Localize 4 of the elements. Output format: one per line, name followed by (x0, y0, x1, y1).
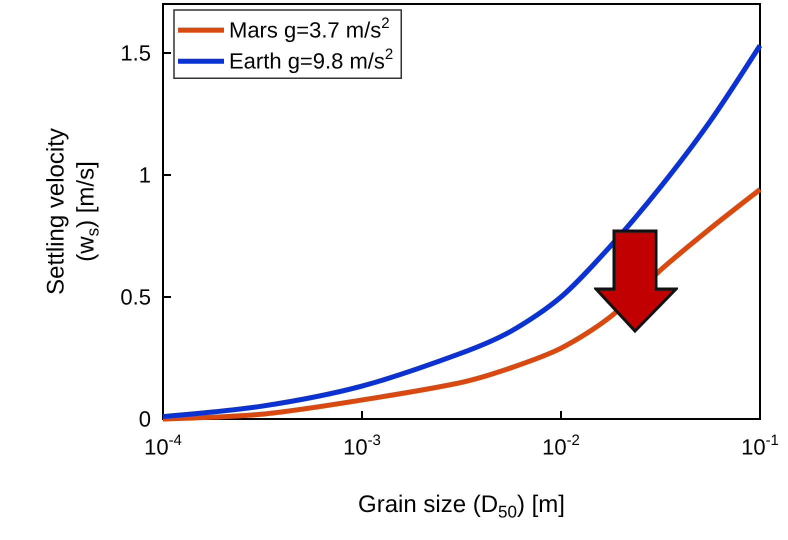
y-tick-label: 0.5 (120, 284, 151, 310)
y-tick-label: 0 (138, 406, 151, 432)
y-tick-label: 1.5 (120, 40, 151, 66)
y-tick-label: 1 (138, 162, 151, 188)
